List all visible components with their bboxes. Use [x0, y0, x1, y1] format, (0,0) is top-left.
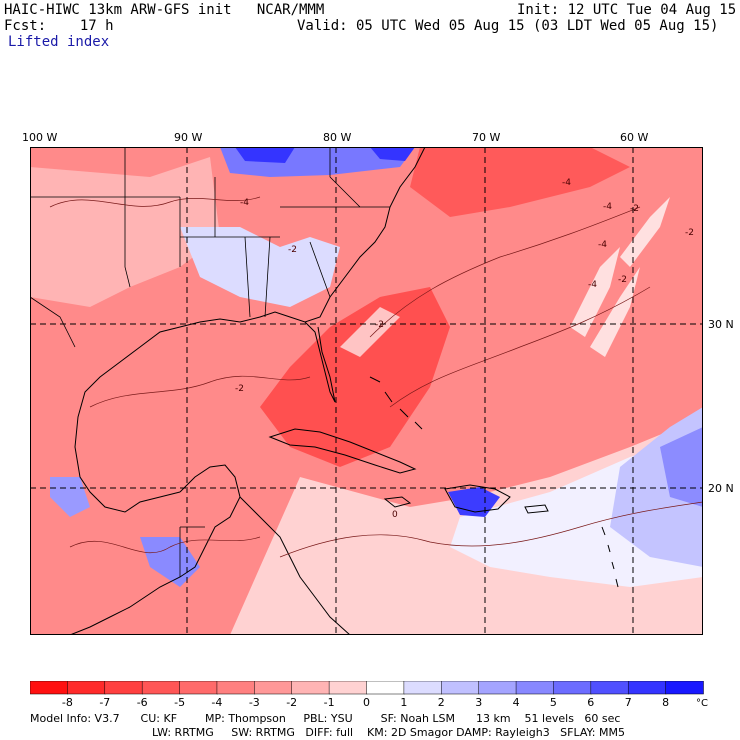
contour-label: -4 — [598, 240, 607, 250]
colorbar-tick-label: 1 — [400, 696, 407, 709]
colorbar-tick-label: 8 — [662, 696, 669, 709]
colorbar-swatch — [515, 681, 555, 695]
coastline-us-gulf-atlantic — [74, 147, 426, 513]
colorbar-tick-label: -8 — [62, 696, 73, 709]
mexico-border — [30, 296, 205, 577]
lon-label-70w: 70 W — [472, 131, 501, 144]
colorbar-swatch — [553, 681, 592, 695]
model-info-line-2: LW: RRTMG SW: RRTMG DIFF: full KM: 2D Sm… — [152, 726, 625, 739]
pale-zone-southeast-us — [180, 227, 340, 307]
coastline-yucatan — [129, 464, 241, 608]
contour-label: 0 — [392, 510, 398, 520]
model-info-line-1: Model Info: V3.7 CU: KF MP: Thompson PBL… — [30, 712, 621, 725]
colorbar: -8 -7 -6 -5 -4 -3 -2 -1 0 1 2 3 4 5 6 7 8 °C — [30, 681, 708, 709]
contour-label: -4 — [240, 198, 249, 208]
colorbar-tick-label: 3 — [475, 696, 482, 709]
colorbar-swatch — [403, 681, 443, 695]
colorbar-swatch — [590, 681, 629, 695]
colorbar-tick-label: 2 — [438, 696, 445, 709]
lat-label-30n: 30 N — [708, 318, 734, 331]
blue-zone-north-strong-2 — [370, 147, 415, 161]
colorbar-swatch — [216, 681, 256, 695]
colorbar-swatch — [665, 681, 704, 695]
lon-label-80w: 80 W — [323, 131, 352, 144]
colorbar-tick-label: 4 — [513, 696, 520, 709]
blue-zone-mexico — [50, 477, 90, 517]
lon-label-100w: 100 W — [22, 131, 58, 144]
valid-time: Valid: 05 UTC Wed 05 Aug 15 (03 LDT Wed … — [297, 18, 719, 34]
pale-streak-atlantic-2 — [590, 267, 640, 357]
colorbar-swatch — [366, 681, 405, 695]
colorbar-tick-label: 5 — [550, 696, 557, 709]
coastline-florida — [304, 321, 336, 403]
pale-band-gulf-stream — [340, 307, 400, 357]
colorbar-tick-label: -2 — [286, 696, 297, 709]
contour-line-6 — [69, 536, 261, 553]
colorbar-tick-label: -4 — [211, 696, 222, 709]
contour-label: -2 — [375, 320, 384, 330]
colorbar-tick-label: -5 — [174, 696, 185, 709]
contour-label: -4 — [588, 280, 597, 290]
colorbar-swatch — [141, 681, 181, 695]
colorbar-swatch — [254, 681, 293, 695]
deep-red-florida-cuba — [260, 287, 450, 467]
colorbar-tick-label: -7 — [99, 696, 110, 709]
colorbar-swatch — [30, 681, 69, 695]
bahamas-islands — [369, 376, 423, 430]
colorbar-swatch — [441, 681, 480, 695]
contour-label: -4 — [603, 202, 612, 212]
contour-label: -2 — [288, 245, 297, 255]
contour-line-4 — [279, 501, 703, 558]
model-title: HAIC-HIWC 13km ARW-GFS init NCAR/MMM — [4, 2, 325, 18]
coastline-central-america — [69, 496, 351, 635]
colorbar-swatch — [328, 681, 368, 695]
lon-label-90w: 90 W — [174, 131, 203, 144]
coastline-cuba — [268, 428, 417, 474]
state-borders — [30, 147, 390, 318]
lifted-index-map: -4 -4 -4 -2 -2 -2 -4 -2 -2 0 -4 -2 — [30, 147, 703, 635]
contour-label: -2 — [235, 384, 244, 394]
coastline-puerto-rico — [524, 504, 549, 514]
blue-zone-north-strong — [235, 147, 295, 163]
contour-label: -2 — [618, 275, 627, 285]
colorbar-tick-label: -3 — [249, 696, 260, 709]
colorbar-tick-label: 0 — [363, 696, 370, 709]
contour-label: -2 — [630, 204, 639, 214]
coastline-jamaica — [383, 496, 412, 508]
graticule-lines — [30, 147, 703, 635]
coastline-hispaniola — [444, 484, 511, 513]
colorbar-swatch — [478, 681, 517, 695]
pale-streak-atlantic-1 — [570, 247, 620, 337]
field-name: Lifted index — [8, 34, 110, 50]
colorbar-tick-label: -1 — [324, 696, 335, 709]
init-time: Init: 12 UTC Tue 04 Aug 15 — [517, 2, 737, 18]
forecast-hour: Fcst: 17 h — [4, 18, 114, 34]
colorbar-swatch — [104, 681, 143, 695]
colorbar-tick-label: 6 — [587, 696, 594, 709]
colorbar-swatch — [627, 681, 667, 695]
colorbar-tick-label: -6 — [137, 696, 148, 709]
contour-line-2 — [369, 206, 641, 338]
colorbar-tick-label: 7 — [625, 696, 632, 709]
blue-zone-central-america — [140, 537, 200, 587]
lon-label-60w: 60 W — [620, 131, 649, 144]
blue-zone-hispaniola — [448, 487, 500, 517]
lesser-antilles — [601, 526, 619, 588]
contour-line-1 — [49, 196, 261, 208]
contour-label: -4 — [562, 178, 571, 188]
colorbar-swatch — [291, 681, 330, 695]
lat-label-20n: 20 N — [708, 482, 734, 495]
contour-label: -2 — [685, 228, 694, 238]
colorbar-swatch — [67, 681, 106, 695]
blue-zone-east-strong — [660, 427, 703, 507]
contour-line-5 — [89, 375, 311, 408]
colorbar-unit: °C — [696, 698, 708, 709]
deep-red-northeast — [410, 147, 630, 217]
colorbar-swatch — [179, 681, 218, 695]
contour-line-3 — [389, 286, 651, 408]
map-frame — [30, 147, 703, 635]
